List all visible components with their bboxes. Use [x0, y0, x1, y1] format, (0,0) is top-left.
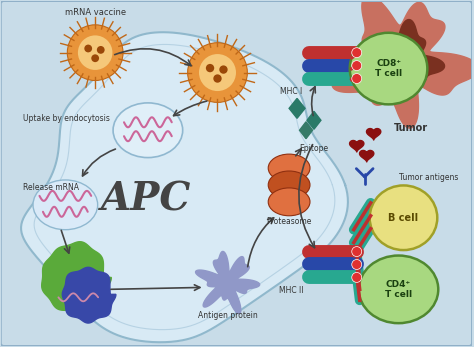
Polygon shape [62, 267, 116, 323]
Circle shape [188, 43, 247, 102]
Ellipse shape [370, 185, 438, 250]
Ellipse shape [350, 33, 428, 104]
Text: mRNA vaccine: mRNA vaccine [64, 8, 126, 17]
Ellipse shape [268, 154, 310, 182]
Circle shape [352, 272, 362, 282]
Polygon shape [307, 111, 321, 129]
Ellipse shape [359, 255, 438, 323]
Text: Epitope: Epitope [300, 144, 328, 153]
Circle shape [352, 260, 362, 270]
Circle shape [213, 74, 222, 83]
Text: MHC I: MHC I [280, 87, 302, 96]
Circle shape [84, 45, 92, 52]
Circle shape [352, 74, 362, 84]
Ellipse shape [268, 171, 310, 199]
Text: CD4⁺
T cell: CD4⁺ T cell [385, 280, 412, 299]
Text: Tumor antigens: Tumor antigens [399, 174, 458, 183]
Polygon shape [196, 252, 260, 314]
Circle shape [352, 247, 362, 256]
Circle shape [78, 35, 112, 70]
Circle shape [199, 54, 236, 91]
Polygon shape [349, 141, 364, 152]
Polygon shape [366, 128, 381, 140]
Ellipse shape [268, 188, 310, 216]
Text: Proteasome: Proteasome [266, 217, 312, 226]
Polygon shape [363, 19, 445, 102]
Text: APC: APC [100, 181, 190, 219]
Text: B cell: B cell [388, 213, 419, 223]
Text: Tumor: Tumor [394, 123, 428, 133]
Text: Uptake by endocytosis: Uptake by endocytosis [23, 114, 109, 123]
Circle shape [206, 64, 214, 72]
Polygon shape [42, 242, 111, 313]
Text: Antigen protein: Antigen protein [198, 311, 257, 320]
Circle shape [219, 65, 228, 74]
Circle shape [97, 46, 105, 54]
Polygon shape [300, 122, 312, 139]
Ellipse shape [33, 180, 98, 230]
Circle shape [352, 48, 362, 58]
Polygon shape [332, 0, 474, 128]
Ellipse shape [113, 103, 182, 158]
Circle shape [67, 25, 123, 81]
Circle shape [91, 54, 99, 62]
Text: Release mRNA: Release mRNA [23, 184, 79, 193]
Circle shape [352, 61, 362, 70]
Polygon shape [289, 99, 305, 118]
Text: CD8⁺
T cell: CD8⁺ T cell [375, 59, 402, 78]
Polygon shape [21, 32, 348, 342]
Text: MHC II: MHC II [279, 286, 303, 295]
Polygon shape [359, 151, 374, 162]
